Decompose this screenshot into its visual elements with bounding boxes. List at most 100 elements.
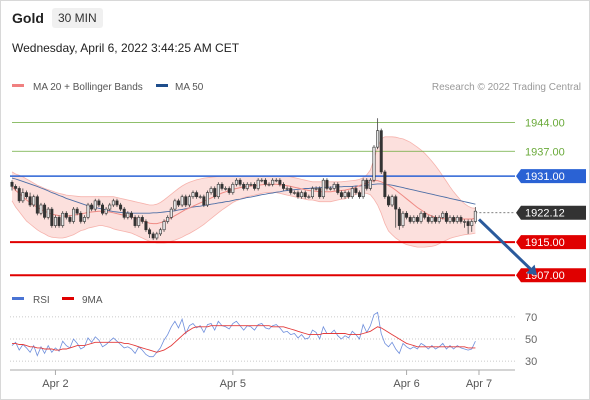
candle-body-up [260,179,264,182]
rsi-9ma-line [12,325,476,353]
candle [126,211,130,220]
candle [325,178,329,191]
candle [372,145,376,183]
candle-body-down [296,192,300,198]
candle [82,215,86,224]
candle-body-up [21,192,25,202]
candle-body-up [329,188,333,190]
candles [10,118,477,241]
candle [347,190,351,199]
candle [318,186,322,199]
candle [104,207,108,216]
candle-body-up [169,208,173,218]
candle [263,178,267,187]
candle [140,215,144,224]
candle [46,207,50,220]
level-label-1: 1937.00 [525,146,565,158]
candle-body-down [90,204,94,210]
candle-body-up [430,217,434,222]
candle-body-up [111,200,115,206]
level-tag-2 [516,169,586,184]
candle [97,198,101,208]
candle [296,190,300,199]
candle-body-down [303,192,307,198]
candle [202,194,206,208]
candle [361,178,365,199]
candle-body-down [444,212,448,222]
candle [303,190,307,199]
candle-body-down [365,179,369,189]
candle [64,211,68,220]
candle [133,215,137,228]
rsi-tick-50: 50 [525,334,537,346]
candle-body-down [339,192,343,198]
candle-body-up [126,212,130,218]
candle [300,190,304,199]
candle [285,186,289,191]
candle-body-up [462,221,466,223]
candle-body-up [72,208,76,222]
candle-body-down [383,171,387,198]
candle [260,178,264,183]
candle-body-up [224,188,228,190]
candle-body-down [24,192,28,198]
candle-body-up [46,208,50,218]
candle-body-down [238,179,242,185]
candle [470,219,474,232]
candle-body-up [198,196,202,198]
candle [376,118,380,150]
candle-body-down [405,212,409,218]
candle [455,215,459,224]
candle-body-down [184,196,188,206]
candle [148,227,152,239]
candle [129,211,133,220]
candle-body-down [50,208,54,226]
candle-body-up [32,196,36,206]
candle [227,186,231,195]
candle-body-up [82,217,86,222]
candle-body-up [473,210,477,222]
candle [419,211,423,224]
candle [39,202,43,216]
candle [184,194,188,208]
bollinger-lower-line [11,192,476,248]
candle [415,215,419,224]
candle-body-down [115,200,119,206]
level-tag-3 [516,205,586,220]
candle-body-up [368,179,372,189]
candle [14,184,18,191]
candle [289,186,293,195]
candle [50,207,54,228]
candle [209,186,213,195]
candle [191,190,195,199]
candle [462,219,466,228]
candle [238,178,242,187]
candle [459,215,463,224]
candle [267,182,271,187]
candle [151,231,155,241]
candle-body-down [227,188,231,193]
level-resistance-thin: 1944.00 [12,117,565,129]
legend-label-rsi: RSI [33,295,50,306]
candle [383,169,387,199]
candle-body-down [434,217,438,222]
candle-body-down [17,188,21,202]
candle-body-down [129,212,133,218]
rsi-legend: RSI 9MA [12,295,103,306]
candle [24,190,28,199]
x-tick-label: Apr 7 [466,378,492,390]
candle-body-down [10,181,14,187]
candle [281,182,285,191]
candle [310,186,314,199]
candle-body-down [57,217,61,226]
candle-body-up [249,184,253,186]
candle-body-down [354,188,358,193]
candle [115,198,119,208]
rsi-line [11,311,476,358]
timeframe-chip[interactable]: 30 MIN [52,8,103,28]
candle [155,231,159,241]
candle [412,215,416,224]
candle-body-down [213,188,217,198]
level-label-4: 1915.00 [525,237,565,249]
